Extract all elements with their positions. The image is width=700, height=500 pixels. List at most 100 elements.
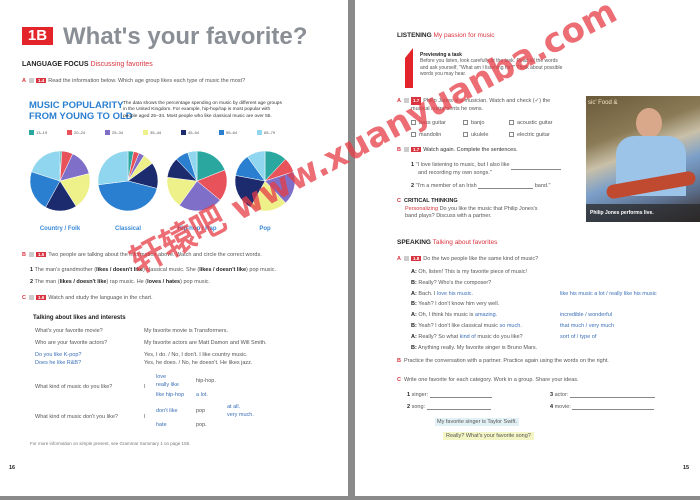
grammar-word: pop — [196, 408, 206, 414]
pie-slice — [59, 173, 91, 207]
grammar-a: My favorite actors are Matt Damon and Wi… — [144, 340, 267, 346]
page-number: 16 — [9, 465, 16, 471]
answer-blank[interactable] — [478, 184, 534, 189]
play-icon[interactable] — [28, 78, 34, 84]
pie-charts: Country / Folk Classical Hip-hop / Rap Pop — [29, 150, 296, 232]
dialog-line: B: Really? Who's the composer? — [411, 279, 492, 286]
legend-item: 35–44 — [143, 130, 181, 135]
play-icon[interactable] — [28, 252, 34, 258]
choice[interactable]: likes / doesn't like — [199, 267, 247, 273]
grammar-word: don't like — [156, 408, 178, 414]
answer-blank[interactable] — [511, 165, 562, 170]
sentence-2: 2 "I'm a member of an Irish band." — [411, 183, 551, 189]
grammar-word: pop. — [196, 422, 207, 428]
song-input[interactable] — [426, 405, 491, 410]
photo-philip-jones: sic' Food & Philip Jones performs live. — [586, 96, 700, 222]
section-heading: LISTENING — [397, 32, 432, 39]
checkbox-acoustic-guitar[interactable]: acoustic guitar — [509, 120, 552, 126]
pie-slice — [187, 150, 198, 182]
actor-input[interactable] — [569, 393, 655, 398]
dialog-line: A: Bach. I love his music. — [411, 290, 474, 297]
choice[interactable]: likes / doesn't like — [59, 279, 107, 285]
grammar-q: What's your favorite movie? — [35, 328, 103, 334]
listening-b: B 1.7 Watch again. Complete the sentences. — [397, 147, 518, 153]
grammar-word: at all. — [227, 404, 241, 410]
play-icon[interactable] — [403, 98, 409, 104]
track-badge[interactable]: 1.8 — [410, 256, 422, 261]
choice[interactable]: likes / doesn't like — [96, 267, 143, 273]
dialog-alternative: incredible / wonderful — [560, 312, 612, 319]
grammar-word: really like — [156, 382, 179, 388]
singer-input[interactable] — [429, 393, 492, 398]
section-heading: SPEAKING — [397, 239, 431, 246]
page-gutter — [348, 0, 355, 500]
dialog-line: A: Oh, I think his music is amazing. — [411, 312, 498, 319]
grammar-word: a lot. — [196, 392, 208, 398]
track-badge[interactable]: 1.5 — [35, 252, 47, 257]
legend-item: 45–54 — [181, 130, 219, 135]
checkbox-electric-guitar[interactable]: electric guitar — [509, 132, 550, 138]
checkbox-mandolin[interactable]: mandolin — [411, 132, 441, 138]
grammar-q: Who are your favorite actors? — [35, 340, 108, 346]
section-heading: LANGUAGE FOCUS — [22, 61, 89, 68]
play-icon[interactable] — [28, 295, 34, 301]
dialog-line: B: Anything really. My favorite singer i… — [411, 344, 538, 351]
grammar-word: hate — [156, 422, 167, 428]
photo-sign: sic' Food & — [588, 100, 618, 106]
grammar-word: I — [144, 384, 146, 390]
legend-swatch — [67, 130, 72, 135]
photo-caption: Philip Jones performs live. — [586, 204, 700, 222]
grammar-word: very much. — [227, 412, 254, 418]
track-badge[interactable]: 1.4 — [35, 78, 47, 83]
field-singer: 1 singer: — [407, 392, 492, 398]
grammar-reference: For more information on simple present, … — [30, 441, 191, 446]
legend-item: 13–19 — [29, 130, 67, 135]
play-icon[interactable] — [403, 256, 409, 262]
movie-input[interactable] — [572, 405, 655, 410]
dialog-line: B: Yeah? I don't know him very well. — [411, 301, 500, 308]
page-title: What's your favorite? — [63, 23, 308, 50]
grammar-a: Yes, he does. / No, he doesn't. He likes… — [144, 360, 253, 366]
critical-thinking: C CRITICAL THINKING Personalizing Do you l… — [397, 198, 538, 219]
legend-swatch — [257, 130, 262, 135]
checkbox-banjo[interactable]: banjo — [463, 120, 484, 126]
checkbox-bass-guitar[interactable]: bass guitar — [411, 120, 446, 126]
track-badge[interactable]: 1.7 — [410, 97, 422, 105]
exercise-a: A 1.4 Read the information below. Which ag… — [22, 78, 246, 84]
legend-item: 25–34 — [105, 130, 143, 135]
listening-a: A 1.7 Philip Jones is a musician. Watch an… — [397, 97, 551, 112]
dialog-line: B: Yeah? I don't like classical music so… — [411, 323, 522, 329]
exercise-b-item-1: 1 The man's grandmother (likes / doesn't… — [30, 267, 277, 273]
track-badge[interactable]: 1.6 — [35, 295, 47, 300]
speech-bubble: My favorite singer is Taylor Swift. — [435, 418, 519, 426]
pie-slice — [179, 180, 221, 212]
left-page: 1B What's your favorite? LANGUAGE FOCUS … — [0, 0, 348, 496]
legend-swatch — [181, 130, 186, 135]
exercise-b-item-2: 2 The man (likes / doesn't like) rap mus… — [30, 279, 211, 285]
pie-label: Classical — [115, 226, 141, 232]
pie-slice — [97, 180, 158, 212]
pie-label: Pop — [259, 226, 271, 232]
speech-bubble: Really? What's your favorite song? — [443, 432, 534, 440]
track-badge[interactable]: 1.7 — [410, 147, 422, 152]
choice[interactable]: loves / hates — [147, 279, 181, 285]
dialog-line: A: Oh, listen! This is my favorite piece… — [411, 269, 528, 275]
exercise-b: B 1.5 Two people are talking about the inf… — [22, 252, 262, 258]
legend-item: 20–24 — [67, 130, 105, 135]
legend-swatch — [219, 130, 224, 135]
section-subheading: My passion for music — [433, 32, 495, 39]
pie-slice — [29, 171, 61, 208]
right-page: LISTENING My passion for music Previewin… — [355, 0, 700, 496]
field-actor: 3 actor: — [550, 392, 655, 398]
play-icon[interactable] — [403, 147, 409, 153]
section-subheading: Discussing favorites — [90, 61, 153, 68]
grammar-word: like hip-hop — [156, 392, 185, 398]
pie-slice — [250, 180, 286, 212]
unit-badge: 1B — [22, 27, 53, 45]
infographic-description: The data shows the percentage spending o… — [123, 101, 282, 119]
pie-slice — [234, 175, 266, 208]
page-number: 15 — [683, 465, 690, 471]
checkbox-ukulele[interactable]: ukulele — [463, 132, 488, 138]
infographic-title: MUSIC POPULARITY FROM YOUNG TO OLD — [29, 100, 133, 122]
speaking-c: C Write one favorite for each category. W… — [397, 377, 579, 383]
